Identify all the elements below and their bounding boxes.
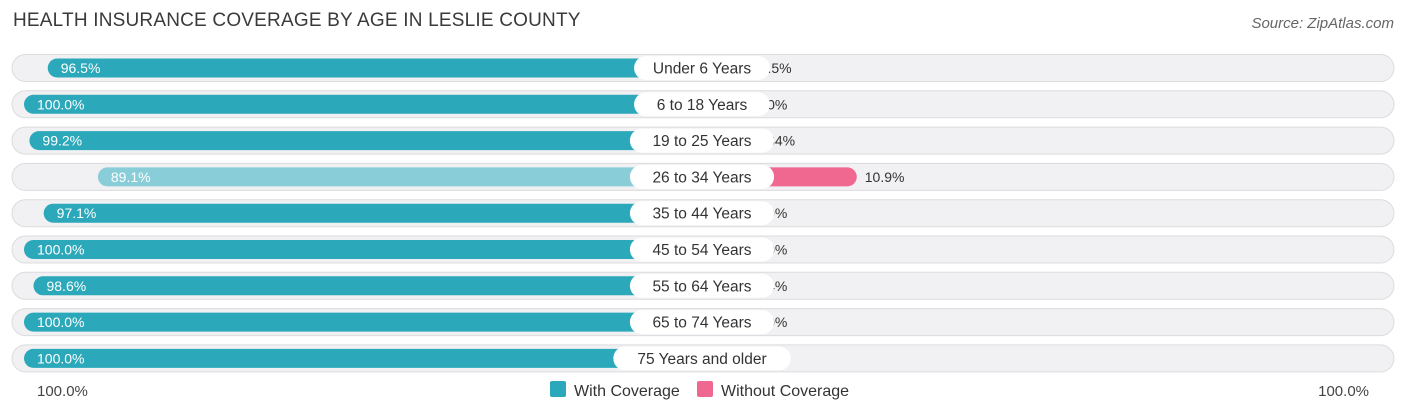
category-label: 75 Years and older — [637, 351, 766, 368]
category-pill — [634, 56, 770, 80]
with-coverage-label: 96.5% — [61, 60, 101, 76]
with-coverage-label: 100.0% — [37, 242, 84, 258]
without-coverage-label: 10.9% — [865, 169, 905, 185]
with-coverage-label: 100.0% — [37, 350, 84, 366]
with-coverage-label: 100.0% — [37, 314, 84, 330]
with-coverage-bar — [24, 348, 702, 368]
axis-right-label: 100.0% — [1318, 383, 1369, 400]
category-label: 19 to 25 Years — [652, 133, 751, 150]
with-coverage-bar — [29, 131, 702, 151]
with-coverage-label: 99.2% — [42, 133, 82, 149]
category-label: 35 to 44 Years — [652, 206, 751, 223]
category-label: 26 to 34 Years — [652, 169, 751, 186]
with-coverage-bar — [47, 58, 703, 78]
chart-title: HEALTH INSURANCE COVERAGE BY AGE IN LESL… — [13, 10, 581, 31]
category-pill — [613, 346, 791, 371]
with-coverage-bar — [24, 312, 702, 332]
legend-with-coverage-swatch — [550, 381, 566, 397]
category-label: 55 to 64 Years — [652, 278, 751, 295]
category-label: 6 to 18 Years — [657, 97, 748, 114]
with-coverage-bar — [33, 276, 702, 296]
with-coverage-label: 97.1% — [57, 205, 97, 221]
with-coverage-bar — [43, 203, 703, 223]
with-coverage-bar — [97, 167, 703, 187]
axis-left-label: 100.0% — [37, 383, 88, 400]
category-pill — [629, 310, 775, 335]
legend-without-coverage-label: Without Coverage — [721, 383, 849, 400]
category-label: 65 to 74 Years — [652, 315, 751, 332]
with-coverage-label: 98.6% — [46, 278, 86, 294]
category-label: 45 to 54 Years — [652, 242, 751, 259]
chart-source: Source: ZipAtlas.com — [1251, 15, 1394, 32]
with-coverage-bar — [24, 240, 702, 259]
with-coverage-label: 100.0% — [37, 96, 84, 112]
category-pill — [629, 128, 775, 153]
category-label: Under 6 Years — [653, 61, 751, 78]
with-coverage-bar — [24, 94, 702, 114]
category-pill — [629, 164, 775, 189]
legend-without-coverage-swatch — [697, 381, 713, 397]
category-pill — [629, 273, 775, 298]
with-coverage-label: 89.1% — [111, 169, 151, 185]
legend-with-coverage-label: With Coverage — [574, 383, 680, 400]
category-pill — [634, 92, 770, 117]
category-pill — [629, 201, 775, 226]
category-pill — [629, 237, 775, 262]
